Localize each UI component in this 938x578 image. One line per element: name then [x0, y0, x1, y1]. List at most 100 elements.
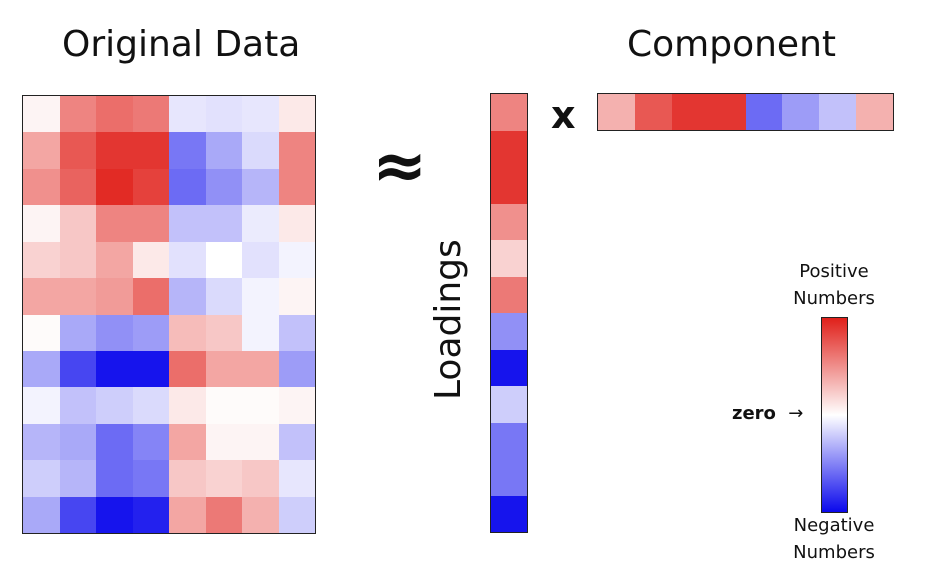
- heatmap-cell: [206, 460, 242, 497]
- heatmap-cell: [133, 424, 169, 460]
- component-cell: [746, 94, 782, 130]
- loading-cell: [491, 277, 527, 313]
- heatmap-cell: [133, 205, 169, 242]
- heatmap-cell: [60, 205, 96, 242]
- arrow-right-icon: →: [788, 403, 804, 424]
- heatmap-cell: [60, 132, 96, 169]
- heatmap-cell: [96, 497, 133, 533]
- loading-cell: [491, 167, 527, 204]
- legend-negative-line2: Numbers: [793, 542, 875, 563]
- loadings-label: Loadings: [428, 239, 469, 400]
- heatmap-cell: [242, 242, 279, 278]
- heatmap-cell: [206, 351, 242, 387]
- heatmap-cell: [206, 424, 242, 460]
- heatmap-cell: [23, 205, 60, 242]
- heatmap-cell: [169, 315, 206, 351]
- heatmap-cell: [279, 315, 315, 351]
- heatmap-cell: [133, 169, 169, 205]
- heatmap-cell: [169, 96, 206, 132]
- heatmap-cell: [279, 96, 315, 132]
- component-cell: [598, 94, 635, 130]
- heatmap-cell: [169, 278, 206, 315]
- heatmap-cell: [60, 460, 96, 497]
- heatmap-cell: [23, 497, 60, 533]
- heatmap-cell: [279, 460, 315, 497]
- heatmap-cell: [96, 351, 133, 387]
- heatmap-cell: [206, 169, 242, 205]
- heatmap-cell: [60, 169, 96, 205]
- component-vector: [597, 93, 894, 131]
- loading-cell: [491, 496, 527, 532]
- heatmap-cell: [23, 242, 60, 278]
- heatmap-cell: [23, 424, 60, 460]
- loading-cell: [491, 313, 527, 350]
- heatmap-cell: [133, 497, 169, 533]
- heatmap-cell: [242, 96, 279, 132]
- heatmap-cell: [169, 205, 206, 242]
- heatmap-cell: [279, 497, 315, 533]
- heatmap-cell: [96, 424, 133, 460]
- loading-cell: [491, 131, 527, 167]
- heatmap-cell: [133, 96, 169, 132]
- heatmap-cell: [169, 169, 206, 205]
- heatmap-cell: [133, 460, 169, 497]
- heatmap-cell: [96, 132, 133, 169]
- component-cell: [635, 94, 672, 130]
- heatmap-cell: [169, 351, 206, 387]
- legend-colorbar: [821, 317, 848, 513]
- heatmap-cell: [206, 278, 242, 315]
- heatmap-cell: [169, 424, 206, 460]
- heatmap-cell: [96, 278, 133, 315]
- heatmap-cell: [206, 387, 242, 424]
- heatmap-cell: [279, 205, 315, 242]
- heatmap-cell: [133, 242, 169, 278]
- heatmap-cell: [242, 497, 279, 533]
- component-cell: [819, 94, 856, 130]
- legend-positive-line1: Positive: [799, 261, 869, 282]
- heatmap-cell: [133, 387, 169, 424]
- heatmap-cell: [242, 132, 279, 169]
- heatmap-cell: [242, 278, 279, 315]
- loading-cell: [491, 423, 527, 459]
- loading-cell: [491, 459, 527, 496]
- component-title: Component: [627, 24, 837, 65]
- heatmap-cell: [60, 497, 96, 533]
- approx-symbol: ≈: [372, 127, 428, 204]
- heatmap-cell: [23, 132, 60, 169]
- heatmap-cell: [169, 132, 206, 169]
- original-data-heatmap: [22, 95, 316, 534]
- heatmap-cell: [96, 96, 133, 132]
- heatmap-cell: [96, 315, 133, 351]
- heatmap-cell: [279, 424, 315, 460]
- legend-zero-label: zero →: [732, 403, 803, 424]
- heatmap-cell: [133, 132, 169, 169]
- loading-cell: [491, 386, 527, 423]
- heatmap-cell: [60, 242, 96, 278]
- heatmap-cell: [23, 460, 60, 497]
- heatmap-cell: [242, 424, 279, 460]
- heatmap-cell: [96, 242, 133, 278]
- component-cell: [856, 94, 893, 130]
- heatmap-cell: [60, 424, 96, 460]
- heatmap-cell: [23, 96, 60, 132]
- component-cell: [672, 94, 709, 130]
- heatmap-cell: [242, 205, 279, 242]
- heatmap-cell: [206, 315, 242, 351]
- heatmap-cell: [279, 351, 315, 387]
- heatmap-cell: [206, 497, 242, 533]
- heatmap-cell: [96, 169, 133, 205]
- legend-negative-line1: Negative: [793, 515, 875, 536]
- heatmap-cell: [206, 132, 242, 169]
- loading-cell: [491, 350, 527, 386]
- legend-positive-label: Positive Numbers: [774, 258, 894, 312]
- heatmap-cell: [133, 351, 169, 387]
- heatmap-cell: [133, 278, 169, 315]
- loadings-vector: [490, 93, 528, 533]
- legend-negative-label: Negative Numbers: [774, 512, 894, 566]
- heatmap-cell: [60, 351, 96, 387]
- heatmap-cell: [279, 132, 315, 169]
- heatmap-cell: [60, 387, 96, 424]
- component-cell: [709, 94, 746, 130]
- heatmap-cell: [279, 169, 315, 205]
- heatmap-cell: [242, 351, 279, 387]
